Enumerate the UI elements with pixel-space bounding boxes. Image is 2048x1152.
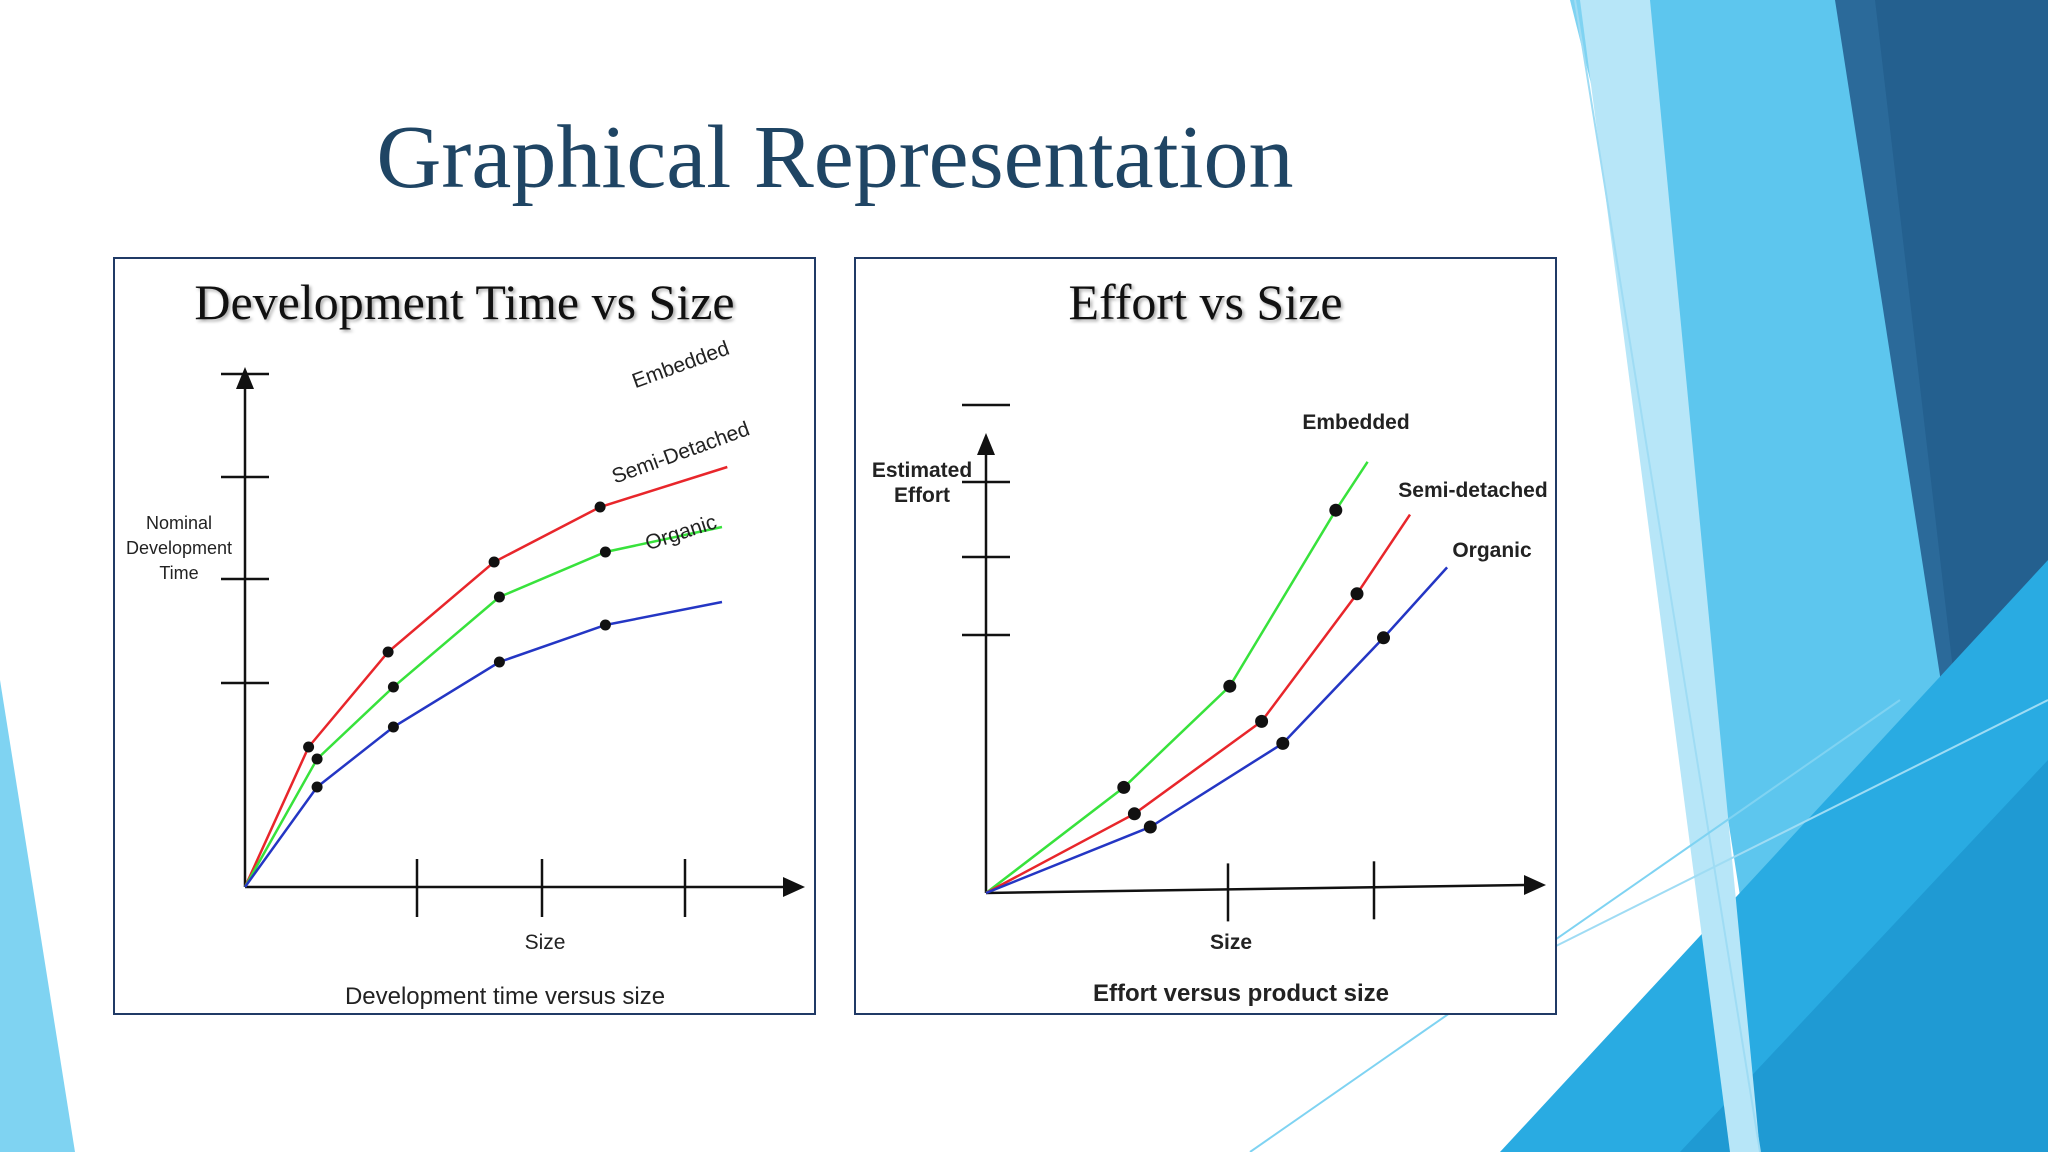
data-point: [311, 781, 323, 793]
x-axis-label: Size: [1210, 931, 1252, 954]
series-line-embedded: [985, 461, 1369, 894]
chart-panel-development-time: Development Time vs Size Embedded Semi-De…: [113, 257, 816, 1015]
series-line-semi-detached: [985, 513, 1412, 895]
series-label: Organic: [1452, 539, 1532, 562]
chart-caption: Development time versus size: [345, 983, 665, 1010]
data-point: [488, 556, 500, 568]
data-point: [1117, 780, 1131, 794]
data-point: [599, 619, 611, 631]
chart-effort-vs-size: Embedded Semi-detached Organic Size Estimate…: [872, 403, 1548, 1007]
data-point: [311, 753, 323, 765]
data-point: [493, 656, 505, 668]
data-point: [1329, 503, 1343, 517]
chart-title: Effort vs Size: [1068, 274, 1343, 330]
x-axis: [985, 883, 1529, 895]
data-point: [382, 646, 394, 658]
series-line-organic: [985, 566, 1449, 895]
data-point: [1276, 736, 1290, 750]
data-point: [1255, 714, 1269, 728]
y-axis-label: Effort: [894, 484, 950, 507]
y-axis-label: Time: [159, 563, 198, 583]
slide-title: Graphical Representation: [376, 108, 1294, 207]
y-axis-label: Nominal: [146, 513, 212, 533]
data-point: [1350, 587, 1364, 601]
x-axis-arrow: [1524, 875, 1546, 895]
data-point: [387, 681, 399, 693]
chart-development-time-vs-size: Embedded Semi-Detached Organic Size Nominal D…: [126, 337, 805, 1010]
data-point: [1143, 820, 1157, 834]
data-point: [599, 546, 611, 558]
chart-panel-effort: Effort vs Size Embedded Semi-detached Orga…: [854, 257, 1557, 1015]
series-line-semi-detached: [243, 525, 723, 888]
y-axis-arrow: [977, 433, 995, 455]
series-line-organic: [243, 600, 723, 888]
chart-caption: Effort versus product size: [1093, 980, 1389, 1007]
data-point: [1127, 807, 1141, 821]
series-label: Embedded: [1302, 411, 1409, 434]
data-point: [303, 741, 315, 753]
x-axis-arrow: [783, 877, 805, 897]
series-label: Semi-Detached: [609, 417, 753, 488]
series-label: Organic: [642, 511, 719, 556]
chart-title: Development Time vs Size: [194, 274, 735, 330]
data-point: [594, 501, 606, 513]
x-axis-label: Size: [525, 931, 566, 954]
data-point: [1223, 679, 1237, 693]
series-label: Embedded: [629, 337, 732, 393]
series-label: Semi-detached: [1398, 479, 1547, 502]
y-axis-arrow: [236, 367, 254, 389]
data-point: [493, 591, 505, 603]
y-axis-label: Development: [126, 538, 232, 558]
data-point: [1377, 631, 1390, 645]
data-point: [387, 721, 399, 733]
series-line-embedded: [243, 465, 728, 888]
y-axis-label: Estimated: [872, 459, 972, 482]
